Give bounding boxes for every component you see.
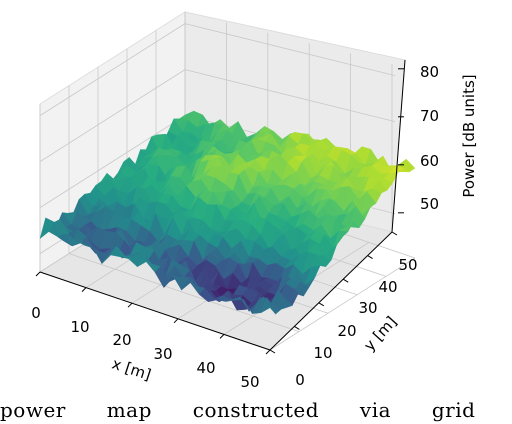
grid-line: [39, 115, 186, 208]
x-tick-labels: 0 10 20 30 40 50: [31, 304, 259, 391]
y-axis-label: y [m]: [360, 313, 400, 355]
caption-word: grid: [431, 398, 476, 422]
grid-line: [391, 59, 406, 233]
surface-facet: [260, 297, 276, 315]
grid-line: [81, 287, 87, 292]
y-tick-label: 0: [295, 371, 305, 389]
x-tick-label: 20: [112, 331, 131, 349]
z-tick-labels: 80 70 60 50: [420, 63, 439, 213]
x-tick-label: 10: [70, 318, 89, 336]
grid-line: [294, 325, 300, 330]
z-tick-label: 50: [420, 195, 439, 213]
grid-line: [265, 349, 271, 355]
z-tick-label: 60: [420, 152, 439, 170]
x-tick-label: 30: [153, 345, 172, 363]
x-tick-label: 0: [31, 304, 41, 322]
grid-line: [367, 255, 373, 260]
grid-line: [391, 231, 398, 236]
x-axis-label: x [m]: [110, 355, 154, 384]
caption-word: constructed: [192, 398, 320, 422]
grid-line: [269, 231, 393, 351]
y-tick-label: 50: [398, 256, 417, 274]
grid-line: [342, 278, 349, 283]
surface-mesh: [39, 110, 416, 315]
y-tick-label: 30: [358, 299, 377, 317]
grid-line: [68, 253, 300, 332]
grid-line: [219, 334, 225, 339]
grid-line: [269, 349, 276, 354]
x-tick-label: 50: [240, 373, 259, 391]
grid-line: [39, 271, 271, 351]
caption-word: power: [0, 398, 66, 422]
y-tick-label: 40: [378, 278, 397, 296]
grid-line: [35, 271, 41, 277]
z-axis-label: Power [dB units]: [460, 74, 478, 197]
grid-line: [173, 318, 179, 324]
x-tick-label: 40: [196, 359, 215, 377]
grid-line: [318, 302, 325, 307]
grid-line: [184, 69, 396, 122]
grid-line: [184, 23, 396, 76]
figure-caption: power map constructed via grid discretiz: [0, 398, 512, 424]
z-tick-label: 70: [420, 107, 439, 125]
grid-line: [127, 302, 133, 308]
axis-lines: [35, 59, 406, 355]
y-tick-labels: 0 10 20 30 40 50: [295, 256, 417, 389]
caption-word: via: [359, 398, 392, 422]
caption-word: map: [106, 398, 152, 422]
y-tick-label: 10: [313, 344, 332, 362]
grid-line: [39, 69, 186, 162]
grid-line: [269, 257, 416, 351]
grid-line: [39, 23, 186, 116]
z-tick-label: 80: [420, 63, 439, 81]
y-tick-label: 20: [337, 322, 356, 340]
